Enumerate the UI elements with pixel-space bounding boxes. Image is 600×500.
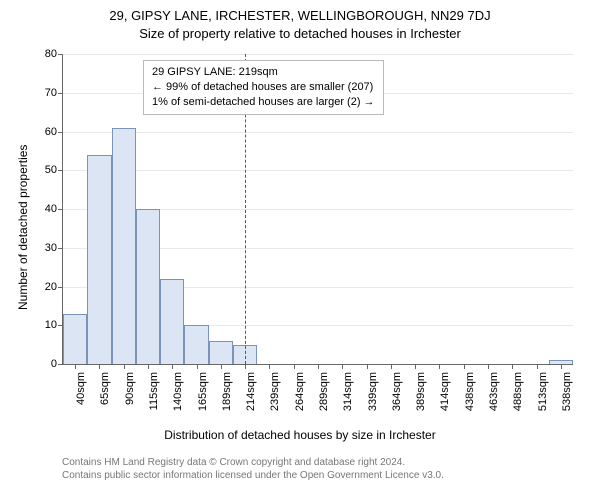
histogram-bar [112, 128, 136, 364]
y-tick [58, 364, 63, 365]
histogram-bar [63, 314, 87, 364]
legend-line-3: 1% of semi-detached houses are larger (2… [152, 95, 375, 110]
x-tick [561, 364, 562, 369]
x-tick [415, 364, 416, 369]
x-tick-label: 364sqm [391, 372, 403, 411]
x-tick [269, 364, 270, 369]
x-tick-label: 463sqm [488, 372, 500, 411]
plot-area: 0102030405060708040sqm65sqm90sqm115sqm14… [62, 54, 573, 365]
footer-attribution: Contains HM Land Registry data © Crown c… [62, 456, 444, 482]
y-tick [58, 54, 63, 55]
x-tick [294, 364, 295, 369]
histogram-bar [87, 155, 111, 364]
x-tick [391, 364, 392, 369]
legend-line-2: ← 99% of detached houses are smaller (20… [152, 80, 375, 95]
x-tick-label: 513sqm [537, 372, 549, 411]
x-axis-label: Distribution of detached houses by size … [0, 428, 600, 442]
histogram-bar [209, 341, 233, 364]
y-tick-label: 50 [45, 164, 57, 176]
x-tick-label: 65sqm [99, 372, 111, 405]
x-tick [367, 364, 368, 369]
y-tick-label: 20 [45, 281, 57, 293]
legend-line-1: 29 GIPSY LANE: 219sqm [152, 65, 375, 80]
x-tick [342, 364, 343, 369]
x-tick-label: 488sqm [512, 372, 524, 411]
x-tick-label: 538sqm [561, 372, 573, 411]
x-tick-label: 214sqm [245, 372, 257, 411]
y-tick-label: 70 [45, 87, 57, 99]
gridline [63, 54, 573, 55]
x-tick-label: 339sqm [367, 372, 379, 411]
gridline [63, 170, 573, 171]
x-tick-label: 314sqm [342, 372, 354, 411]
histogram-bar [136, 209, 160, 364]
x-tick-label: 264sqm [294, 372, 306, 411]
x-tick-label: 115sqm [148, 372, 160, 410]
x-tick-label: 438sqm [464, 372, 476, 411]
x-tick-label: 90sqm [124, 372, 136, 405]
x-tick-label: 414sqm [439, 372, 451, 411]
x-tick-label: 40sqm [75, 372, 87, 405]
x-tick [439, 364, 440, 369]
y-tick-label: 0 [51, 358, 57, 370]
y-tick [58, 132, 63, 133]
x-tick [464, 364, 465, 369]
y-axis-label: Number of detached properties [16, 145, 30, 310]
footer-line-2: Contains public sector information licen… [62, 469, 444, 482]
chart-container: { "layout": { "title1_top": 8, "title2_t… [0, 0, 600, 500]
x-tick [197, 364, 198, 369]
y-tick [58, 248, 63, 249]
legend-box: 29 GIPSY LANE: 219sqm ← 99% of detached … [143, 60, 384, 115]
x-tick [124, 364, 125, 369]
x-tick [512, 364, 513, 369]
x-tick-label: 389sqm [415, 372, 427, 411]
x-tick [245, 364, 246, 369]
y-tick-label: 60 [45, 126, 57, 138]
x-tick-label: 189sqm [221, 372, 233, 411]
chart-title-address: 29, GIPSY LANE, IRCHESTER, WELLINGBOROUG… [0, 8, 600, 23]
chart-subtitle: Size of property relative to detached ho… [0, 26, 600, 41]
gridline [63, 132, 573, 133]
y-tick [58, 287, 63, 288]
x-tick-label: 239sqm [269, 372, 281, 411]
y-tick [58, 93, 63, 94]
y-tick [58, 170, 63, 171]
x-tick [99, 364, 100, 369]
y-tick-label: 40 [45, 203, 57, 215]
x-tick [75, 364, 76, 369]
histogram-bar [160, 279, 184, 364]
y-tick-label: 80 [45, 48, 57, 60]
y-tick [58, 209, 63, 210]
x-tick-label: 165sqm [197, 372, 209, 411]
x-tick [172, 364, 173, 369]
x-tick [148, 364, 149, 369]
footer-line-1: Contains HM Land Registry data © Crown c… [62, 456, 444, 469]
x-tick-label: 289sqm [318, 372, 330, 411]
x-tick [221, 364, 222, 369]
x-tick [537, 364, 538, 369]
x-tick [488, 364, 489, 369]
histogram-bar [184, 325, 208, 364]
x-tick-label: 140sqm [172, 372, 184, 411]
x-tick [318, 364, 319, 369]
y-tick-label: 30 [45, 242, 57, 254]
y-tick-label: 10 [45, 319, 57, 331]
